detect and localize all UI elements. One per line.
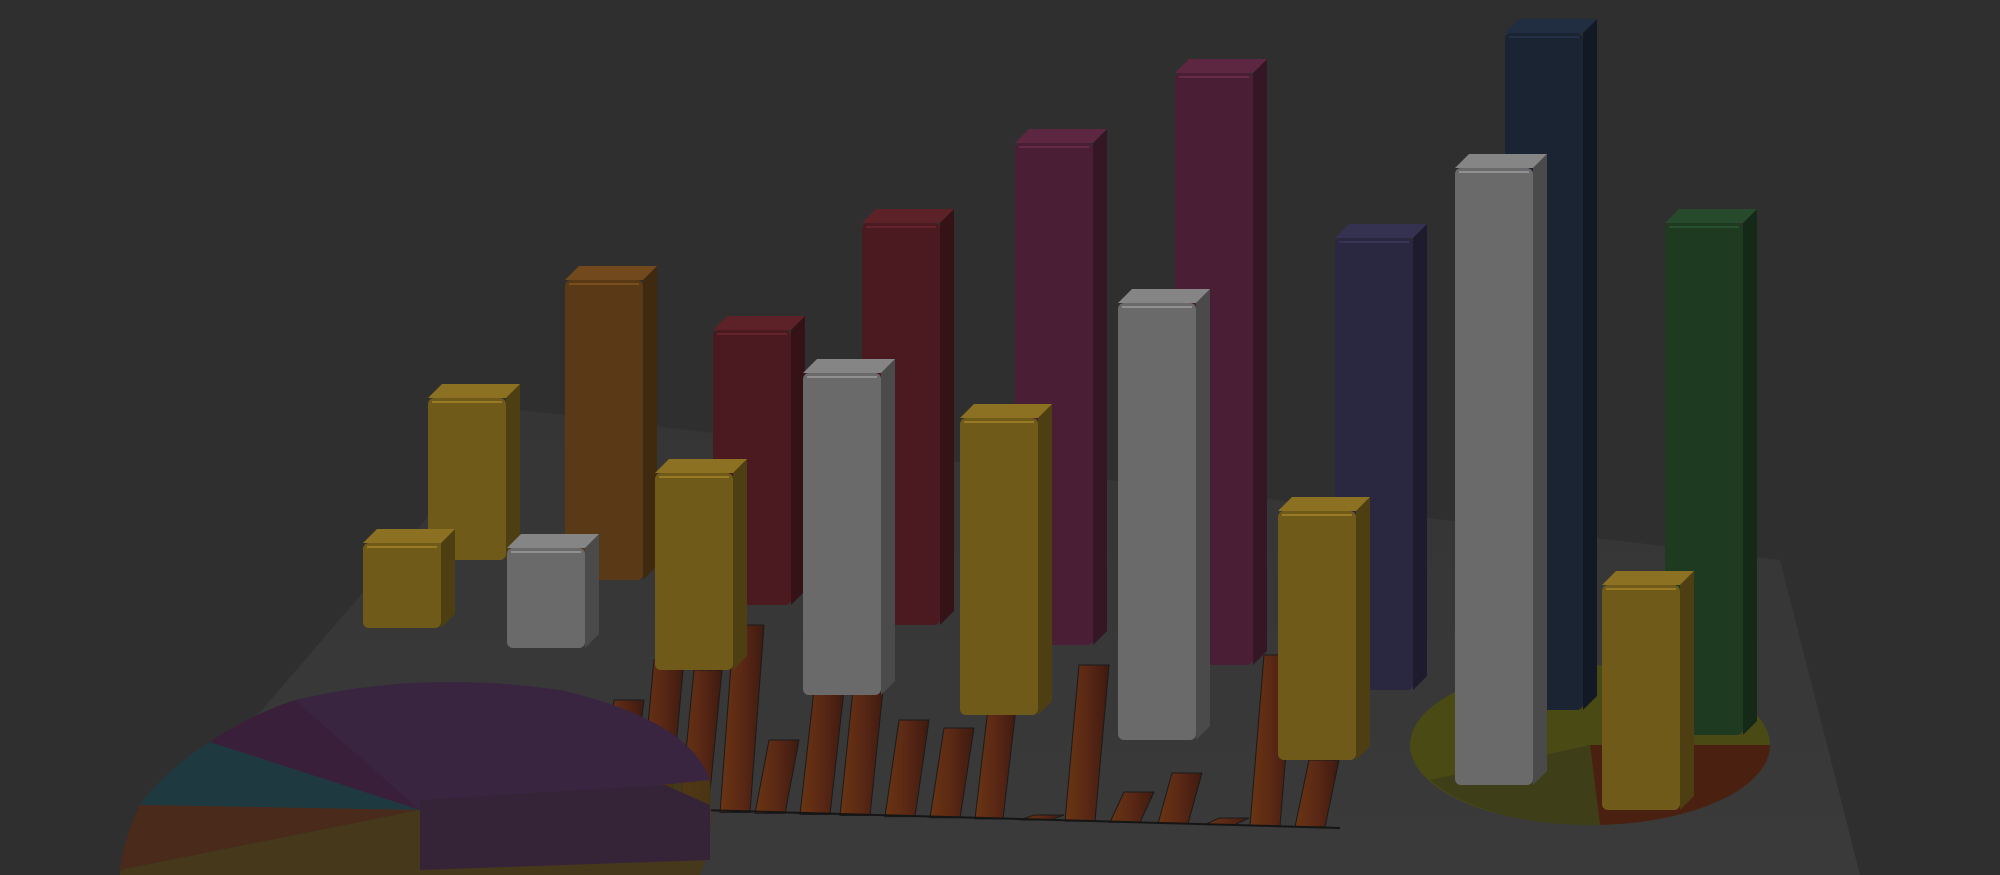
bar-3d (565, 266, 657, 580)
pie-slice (140, 742, 420, 810)
bar-3d (428, 384, 520, 560)
bar-3d (1118, 289, 1210, 740)
bar-3d (960, 404, 1052, 715)
floor-chart-axis (699, 809, 1341, 829)
floor-bar (719, 624, 765, 813)
bar-3d (1278, 497, 1370, 760)
pie-slice (295, 682, 710, 810)
bar-group-3d (363, 19, 1757, 810)
bar-3d (1455, 154, 1547, 785)
pie-slice-raised (420, 785, 710, 870)
floor-bar (754, 739, 800, 814)
pie-chart-large (120, 682, 712, 875)
bar-3d (803, 359, 895, 695)
bar-3d (363, 529, 455, 628)
pie-slice (210, 700, 420, 810)
bar-3d (1602, 571, 1694, 810)
pie-slice (120, 805, 420, 870)
bar-3d (507, 534, 599, 648)
pie-slice (1430, 745, 1600, 826)
bar-3d (655, 459, 747, 670)
